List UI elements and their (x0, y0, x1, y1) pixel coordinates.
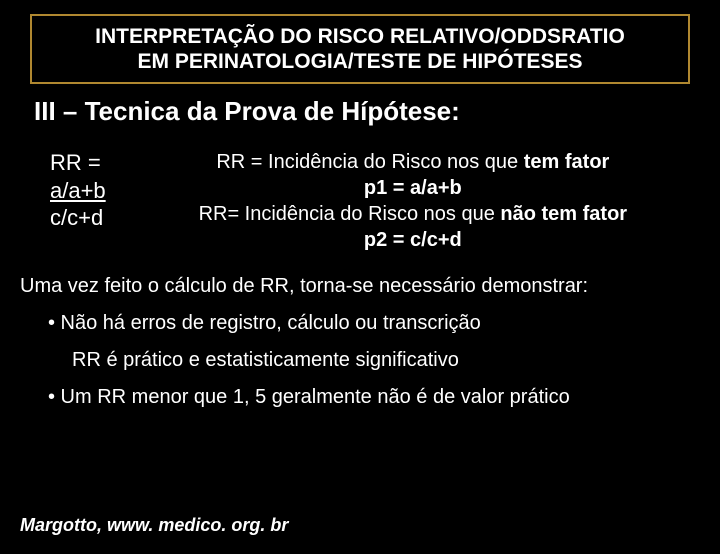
formula-left: RR = a/a+b c/c+d (50, 149, 106, 253)
bullet-1: • Não há erros de registro, cálculo ou t… (48, 312, 700, 335)
formula-right: RR = Incidência do Risco nos que tem fat… (136, 149, 690, 253)
p2-formula: p2 = c/c+d (136, 227, 690, 253)
bullet-2: • Um RR menor que 1, 5 geralmente não é … (48, 386, 700, 409)
paragraph-intro: Uma vez feito o cálculo de RR, torna-se … (20, 275, 700, 298)
formula-denominator: c/c+d (50, 204, 106, 232)
formula-numerator: a/a+b (50, 177, 106, 205)
title-box: INTERPRETAÇÃO DO RISCO RELATIVO/ODDSRATI… (30, 14, 690, 84)
section-title: III – Tecnica da Prova de Hípótese: (34, 96, 720, 127)
formula-rr-eq: RR = (50, 149, 106, 177)
rr-def-1: RR = Incidência do Risco nos que tem fat… (136, 149, 690, 175)
footer-credit: Margotto, www. medico. org. br (20, 515, 288, 536)
rr-def-1-bold: tem fator (524, 151, 610, 173)
rr-def-2-bold: não tem fator (500, 203, 627, 225)
sub-line-1: RR é prático e estatisticamente signific… (72, 349, 700, 372)
title-line-2: EM PERINATOLOGIA/TESTE DE HIPÓTESES (42, 49, 678, 74)
rr-def-2-pre: RR= Incidência do Risco nos que (199, 203, 501, 225)
formula-row: RR = a/a+b c/c+d RR = Incidência do Risc… (0, 149, 720, 253)
rr-def-2: RR= Incidência do Risco nos que não tem … (136, 201, 690, 227)
title-line-1: INTERPRETAÇÃO DO RISCO RELATIVO/ODDSRATI… (42, 24, 678, 49)
p1-formula: p1 = a/a+b (136, 175, 690, 201)
rr-def-1-pre: RR = Incidência do Risco nos que (216, 151, 523, 173)
